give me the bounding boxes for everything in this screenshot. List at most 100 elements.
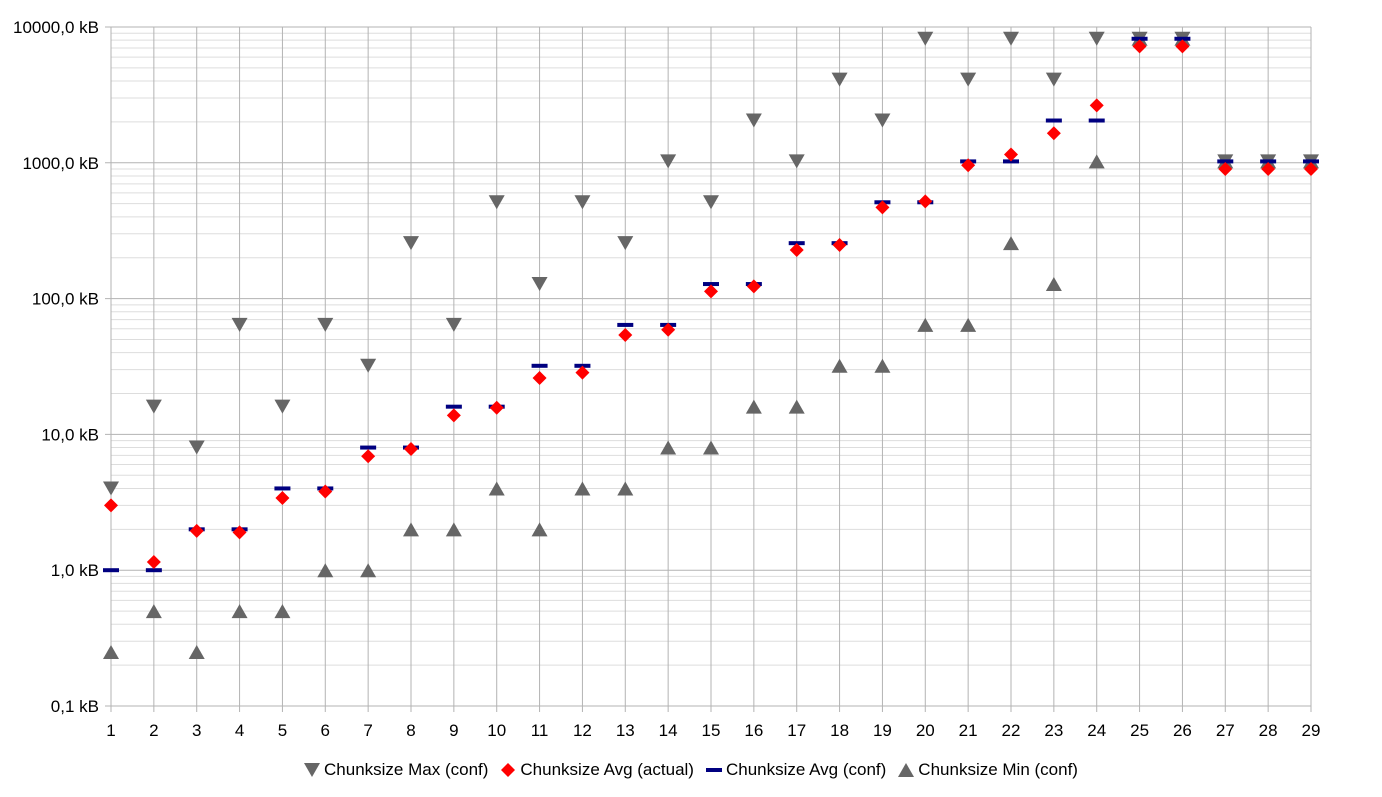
y-tick-label: 1,0 kB — [51, 561, 99, 580]
data-point — [617, 481, 634, 496]
x-tick-label: 24 — [1087, 721, 1106, 740]
x-tick-label: 2 — [149, 721, 158, 740]
data-point — [188, 644, 205, 659]
x-tick-label: 6 — [321, 721, 330, 740]
data-point — [104, 498, 118, 513]
x-tick-label: 18 — [830, 721, 849, 740]
legend: Chunksize Max (conf) Chunksize Avg (actua… — [0, 760, 1382, 780]
data-point — [445, 522, 462, 537]
data-point — [1088, 31, 1105, 46]
y-tick-label: 100,0 kB — [32, 290, 99, 309]
x-tick-label: 5 — [278, 721, 287, 740]
data-point — [1003, 236, 1019, 251]
data-point — [1089, 98, 1104, 113]
chunksize-chart: 0,1 kB 1,0 kB 10,0 kB 100,0 kB 1000,0 kB 1000… — [13, 18, 1321, 740]
x-tick-label: 21 — [959, 721, 978, 740]
data-point — [875, 200, 890, 215]
x-tick-label: 7 — [363, 721, 372, 740]
data-point — [532, 371, 547, 386]
data-point — [917, 317, 934, 332]
data-point — [703, 282, 719, 287]
data-point — [103, 568, 119, 573]
y-tick-label: 10,0 kB — [41, 425, 99, 444]
data-point — [360, 563, 377, 578]
data-point — [103, 481, 119, 496]
x-tick-label: 25 — [1130, 721, 1149, 740]
x-tick-label: 14 — [659, 721, 678, 740]
data-point — [361, 449, 376, 464]
data-point — [404, 442, 418, 457]
x-tick-label: 19 — [873, 721, 892, 740]
data-point — [789, 242, 804, 257]
legend-item: Chunksize Max (conf) — [304, 760, 488, 780]
x-tick-label: 3 — [192, 721, 201, 740]
data-point — [1218, 162, 1233, 177]
y-tick-label: 1000,0 kB — [22, 154, 99, 173]
data-point — [661, 322, 676, 337]
series-triangle-up — [103, 31, 1319, 659]
x-tick-label: 26 — [1173, 721, 1192, 740]
data-point — [531, 363, 548, 368]
data-point — [531, 277, 548, 292]
legend-item: Chunksize Avg (conf) — [705, 760, 887, 780]
legend-marker-icon — [501, 763, 516, 777]
data-point — [489, 400, 504, 415]
data-point — [1045, 72, 1062, 87]
data-point — [488, 195, 505, 210]
legend-label: Chunksize Avg (actual) — [520, 760, 694, 779]
data-point — [874, 113, 891, 128]
x-tick-label: 29 — [1302, 721, 1321, 740]
data-point — [874, 358, 891, 373]
legend-marker-icon — [898, 763, 915, 777]
data-point — [788, 399, 805, 414]
data-point — [1132, 39, 1147, 54]
x-tick-label: 17 — [787, 721, 806, 740]
x-tick-label: 28 — [1259, 721, 1278, 740]
x-tick-label: 27 — [1216, 721, 1235, 740]
data-point — [1175, 39, 1190, 54]
data-point — [189, 523, 204, 538]
data-point — [618, 327, 633, 342]
x-tick-label: 16 — [744, 721, 763, 740]
data-point — [317, 317, 334, 332]
data-point — [617, 322, 634, 327]
legend-item: Chunksize Avg (actual) — [500, 760, 694, 780]
legend-label: Chunksize Avg (conf) — [725, 760, 887, 779]
data-point — [704, 284, 718, 299]
data-point — [318, 484, 333, 499]
series-diamond — [104, 39, 1318, 569]
data-point — [274, 604, 291, 619]
data-point — [574, 195, 591, 210]
data-point — [145, 604, 162, 619]
legend-marker-shape — [304, 763, 321, 777]
x-tick-label: 1 — [106, 721, 115, 740]
legend-label: Chunksize Max (conf) — [324, 760, 489, 779]
data-point — [1217, 159, 1234, 164]
data-point — [1131, 36, 1148, 41]
x-tick-label: 9 — [449, 721, 458, 740]
data-point — [575, 365, 590, 380]
data-point — [660, 154, 677, 169]
data-point — [703, 440, 719, 455]
data-point — [1003, 31, 1019, 46]
data-point — [788, 154, 805, 169]
x-tick-label: 10 — [487, 721, 506, 740]
x-tick-label: 15 — [702, 721, 721, 740]
data-point — [403, 522, 419, 537]
data-point — [360, 445, 377, 450]
data-point — [917, 31, 934, 46]
data-point — [146, 554, 161, 569]
data-point — [360, 358, 377, 373]
data-point — [445, 317, 462, 332]
x-tick-label: 23 — [1044, 721, 1063, 740]
x-tick-label: 22 — [1002, 721, 1021, 740]
data-point — [617, 236, 634, 251]
data-point — [960, 72, 977, 87]
y-tick-label: 10000,0 kB — [13, 18, 99, 37]
data-point — [317, 563, 334, 578]
data-point — [274, 486, 291, 491]
x-tick-label: 20 — [916, 721, 935, 740]
data-point — [1261, 162, 1276, 177]
data-point — [275, 491, 290, 506]
